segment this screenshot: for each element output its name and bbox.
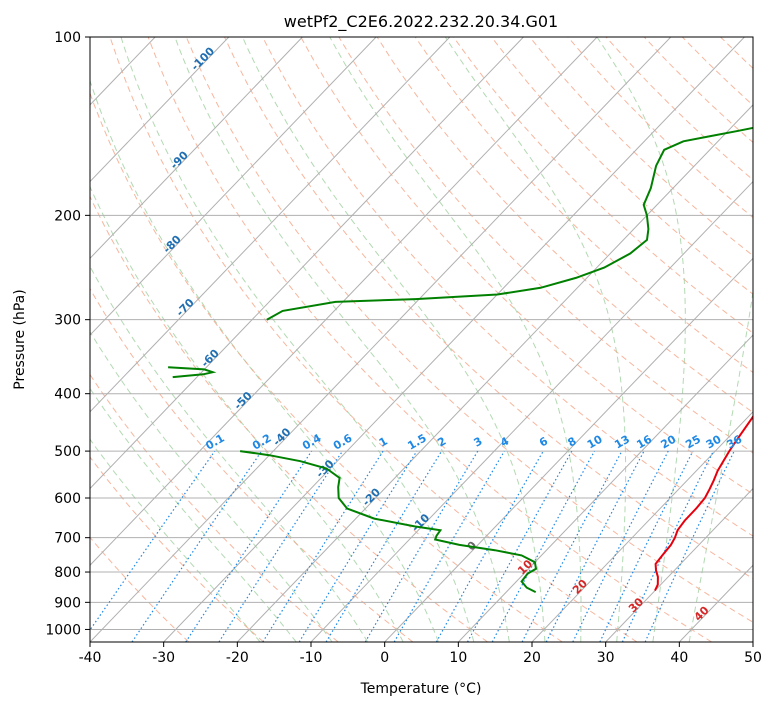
- isotherm-line: [384, 257, 753, 642]
- moist-adiabat-line: [90, 387, 297, 642]
- dry-adiabat-line: [90, 456, 264, 642]
- isotherm-line: [531, 411, 753, 642]
- moist-adiabat-line: [329, 37, 582, 642]
- moist-adiabat-line: [90, 438, 261, 642]
- x-tick-label: -40: [79, 650, 102, 666]
- x-tick-label: -30: [152, 650, 175, 666]
- x-tick-label: 20: [523, 650, 541, 666]
- moist-adiabat-line: [90, 265, 369, 642]
- mixing-ratio-line: [545, 450, 645, 642]
- x-tick-label: 0: [380, 650, 389, 666]
- mixing-ratio-line: [262, 450, 384, 642]
- moist-adiabat-line: [596, 37, 686, 642]
- y-tick-label: 900: [54, 595, 81, 611]
- x-axis-title: Temperature (°C): [360, 681, 482, 697]
- moist-adiabat-line: [90, 79, 439, 642]
- dry-adiabat-line: [185, 37, 753, 623]
- moist-adiabat-line: [90, 330, 333, 642]
- isotherm-line: [310, 180, 753, 642]
- mixing-ratio-line: [435, 450, 544, 642]
- moist-adiabat-line: [174, 37, 510, 642]
- y-tick-label: 1000: [45, 622, 81, 638]
- isobar-gridlines: [90, 37, 753, 630]
- dry-adiabat-line: [491, 37, 753, 295]
- mixing-ratio-line: [466, 450, 573, 642]
- isotherm-line: [90, 37, 230, 183]
- isotherm-line: [90, 37, 524, 490]
- isotherm-line: [236, 104, 753, 642]
- isotherm-line: [90, 37, 598, 566]
- sounding-profiles: [168, 126, 753, 593]
- mixing-ratio-line: [131, 450, 263, 642]
- dry-adiabat-line: [452, 37, 753, 334]
- isotherm-line: [90, 37, 672, 642]
- y-tick-label: 700: [54, 531, 81, 547]
- plot-frame: [89, 36, 754, 643]
- isotherm-line: [457, 334, 753, 642]
- moist-adiabat-lines: [90, 37, 753, 642]
- dewpoint-high-segment-line: [266, 126, 753, 321]
- mixing-ratio-lines: [90, 450, 735, 642]
- dewpoint-upper-segment-line: [168, 366, 217, 379]
- x-axis: -40 -30 -20 -10 0 10 20 30 40 50: [79, 642, 762, 666]
- mixing-ratio-line: [298, 450, 418, 642]
- temperature-line: [654, 414, 753, 592]
- y-tick-label: 600: [54, 491, 81, 507]
- moist-adiabat-line: [242, 37, 546, 642]
- moist-adiabat-line: [688, 288, 753, 642]
- dry-adiabat-line: [414, 37, 753, 374]
- isotherm-line: [90, 37, 303, 260]
- mixing-ratio-line: [218, 450, 343, 642]
- isotherm-line: [90, 37, 451, 413]
- x-tick-label: 40: [670, 650, 688, 666]
- dry-adiabat-line: [376, 37, 753, 413]
- y-tick-label: 200: [54, 208, 81, 224]
- y-tick-label: 500: [54, 444, 81, 460]
- dewpoint-line: [239, 450, 538, 593]
- isotherm-line: [605, 487, 753, 642]
- mixing-ratio-line: [572, 450, 669, 642]
- x-tick-label: -20: [226, 650, 249, 666]
- dry-adiabat-line: [109, 37, 638, 642]
- mixing-ratio-line: [325, 450, 443, 642]
- mixing-ratio-line: [491, 450, 596, 642]
- moist-adiabat-line: [444, 37, 627, 642]
- y-tick-label: 400: [54, 387, 81, 403]
- chart-title: wetPf2_C2E6.2022.232.20.34.G01: [284, 12, 558, 32]
- dry-adiabat-line: [90, 195, 488, 642]
- x-tick-label: 50: [744, 650, 762, 666]
- y-tick-label: 300: [54, 313, 81, 329]
- y-tick-label: 100: [54, 30, 81, 46]
- moist-adiabat-line: [120, 37, 475, 642]
- y-axis: 100 200 300 400 500 600 700 800 900 1000: [45, 30, 90, 638]
- y-axis-title: Pressure (hPa): [12, 289, 28, 389]
- dry-adiabat-line: [90, 91, 563, 642]
- isotherm-lines: [90, 37, 753, 642]
- x-tick-label: -10: [300, 650, 323, 666]
- mixing-ratio-line: [185, 450, 313, 642]
- isotherm-line: [90, 37, 377, 336]
- mixing-ratio-line: [90, 450, 216, 632]
- x-tick-label: 10: [449, 650, 467, 666]
- y-tick-label: 800: [54, 565, 81, 581]
- dry-adiabat-line: [147, 37, 712, 642]
- x-tick-label: 30: [597, 650, 615, 666]
- isotherm-line: [163, 37, 745, 642]
